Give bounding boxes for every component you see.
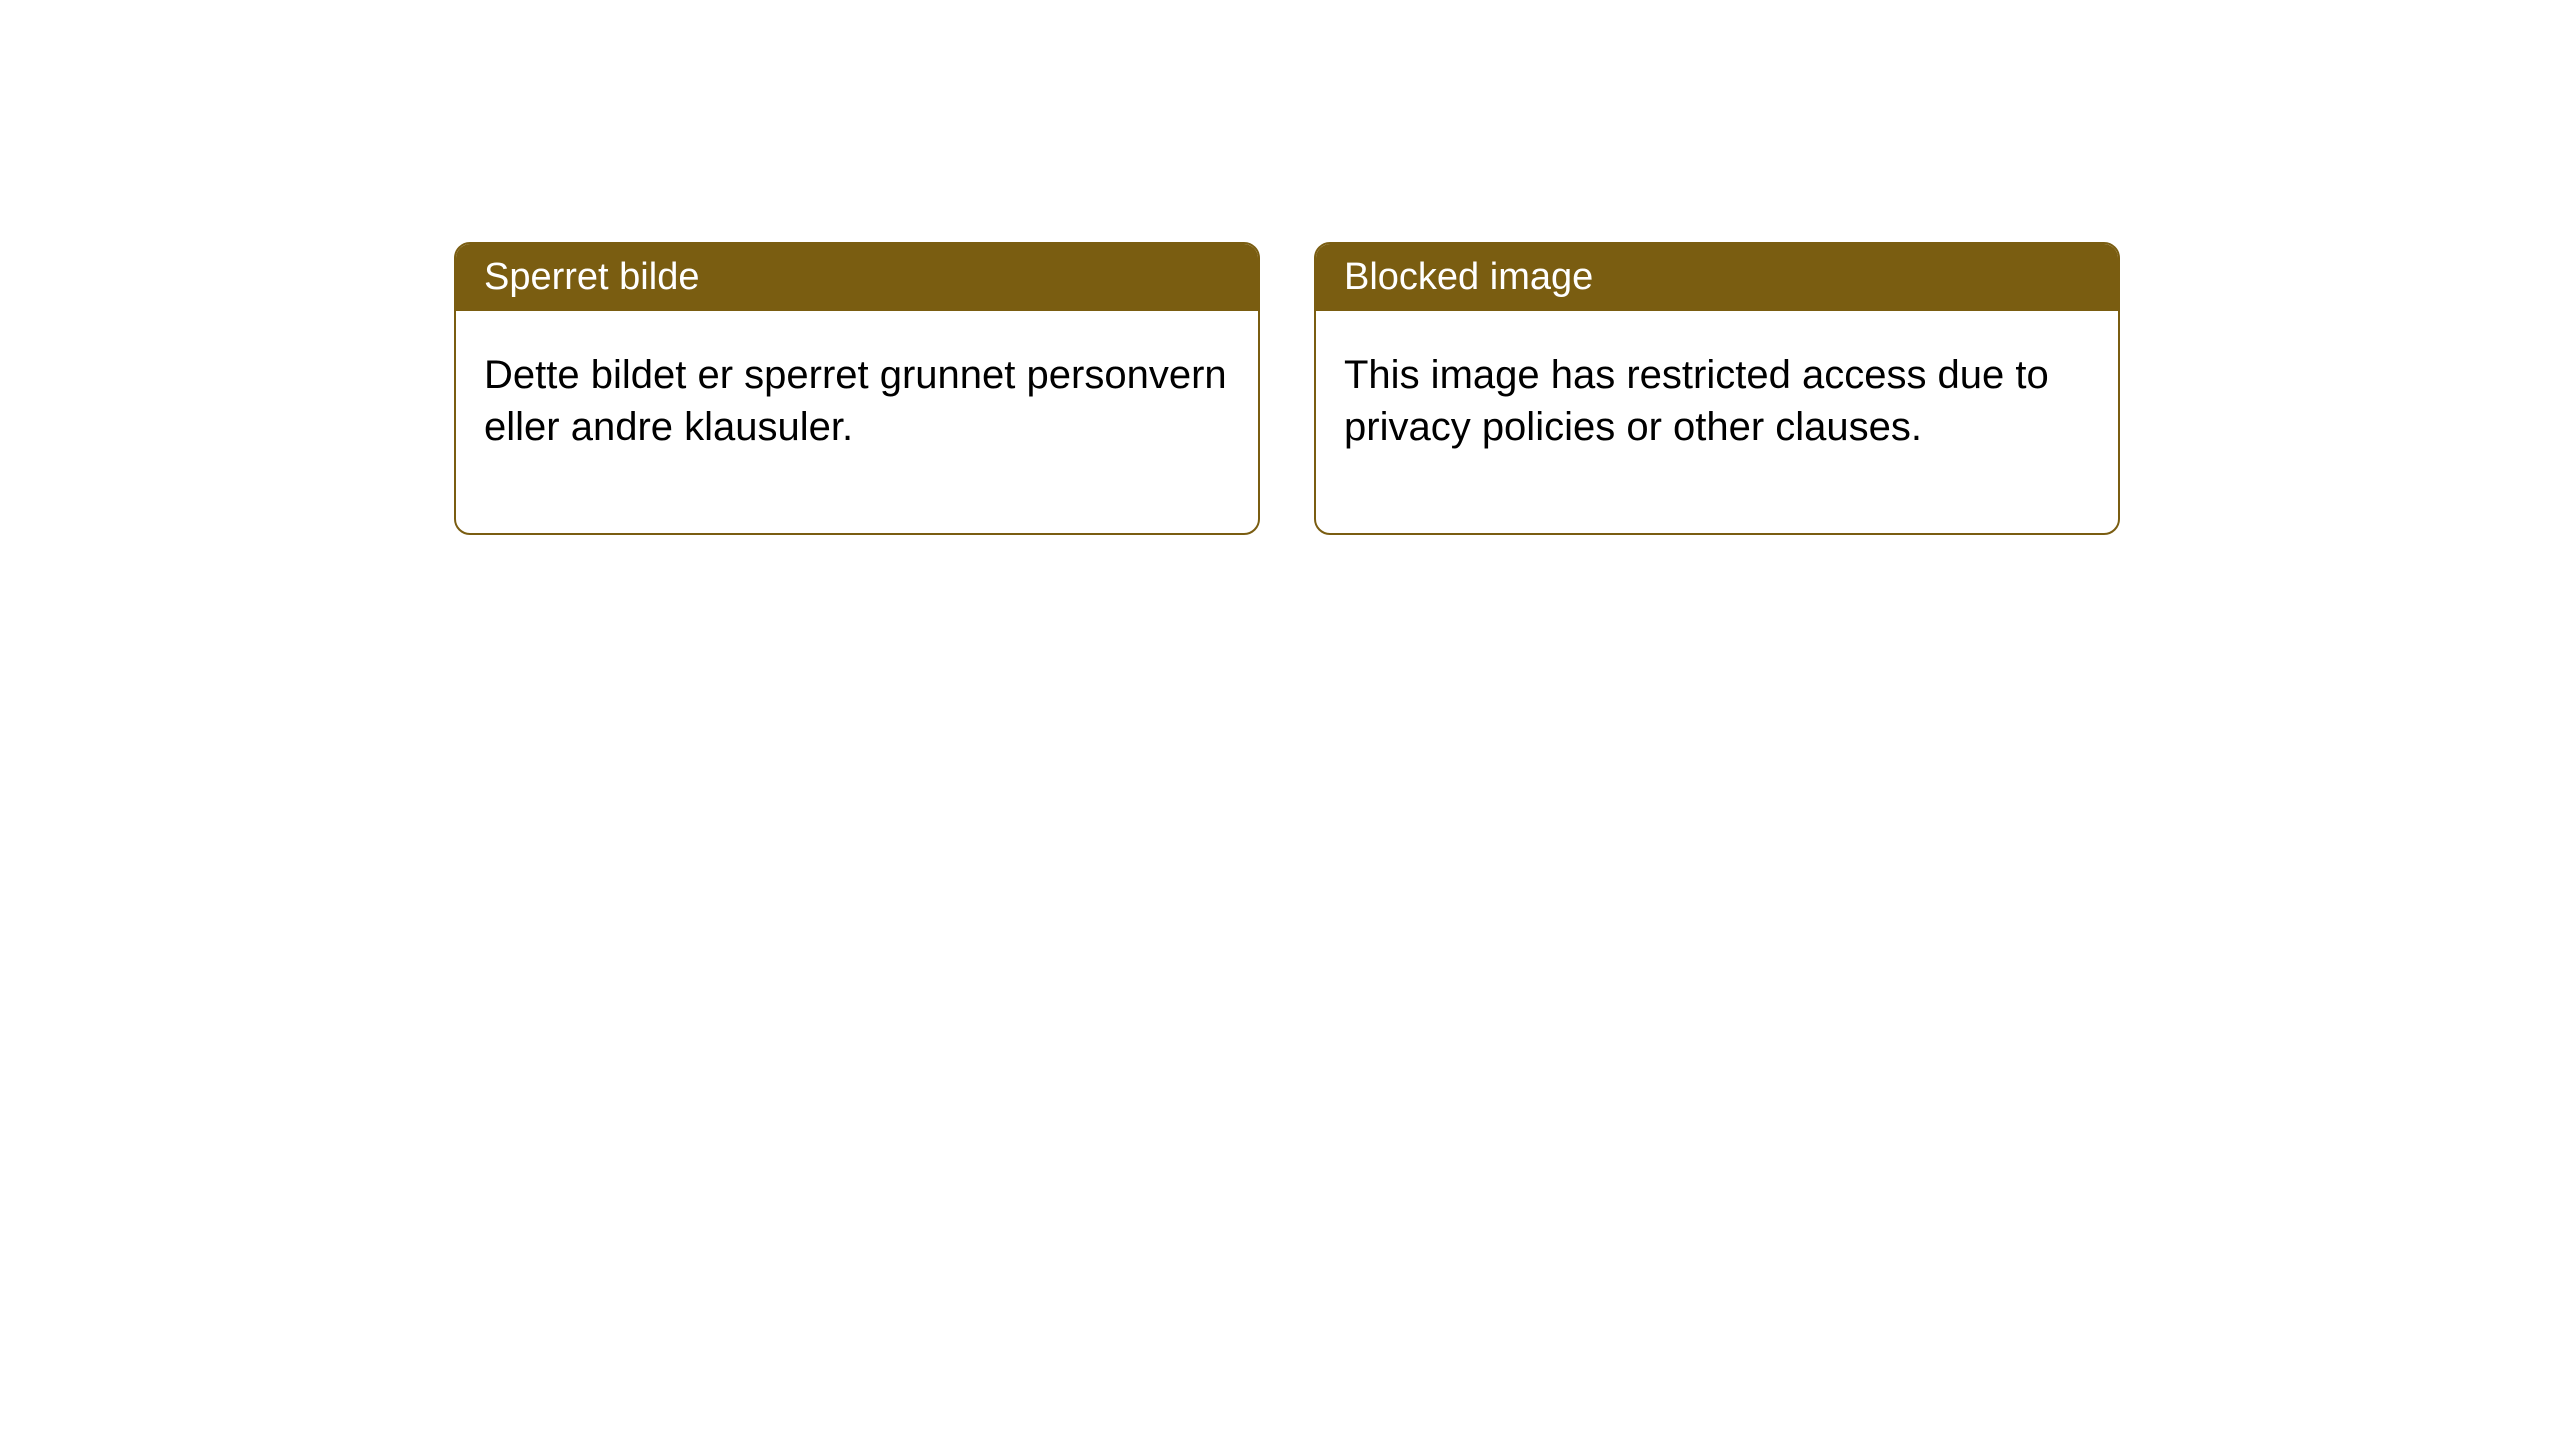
notice-card-english: Blocked image This image has restricted … [1314, 242, 2120, 535]
notice-container: Sperret bilde Dette bildet er sperret gr… [454, 242, 2560, 535]
notice-title-norwegian: Sperret bilde [456, 244, 1258, 311]
notice-body-norwegian: Dette bildet er sperret grunnet personve… [456, 311, 1258, 533]
notice-card-norwegian: Sperret bilde Dette bildet er sperret gr… [454, 242, 1260, 535]
notice-body-english: This image has restricted access due to … [1316, 311, 2118, 533]
notice-title-english: Blocked image [1316, 244, 2118, 311]
